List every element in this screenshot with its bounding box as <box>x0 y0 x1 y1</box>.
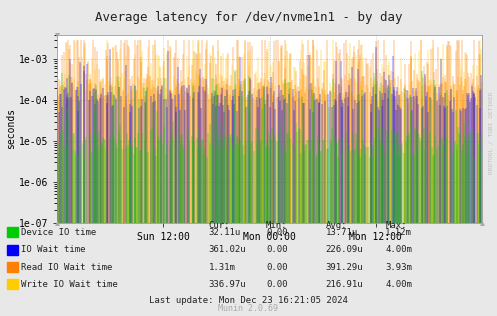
Text: RRDTOOL / TOBI OETIKER: RRDTOOL / TOBI OETIKER <box>489 91 494 174</box>
Text: 0.00: 0.00 <box>266 228 287 237</box>
Text: 13.71u: 13.71u <box>326 228 358 237</box>
Text: 0.00: 0.00 <box>266 245 287 254</box>
Text: IO Wait time: IO Wait time <box>21 245 85 254</box>
Text: 336.97u: 336.97u <box>209 280 247 289</box>
Text: 4.00m: 4.00m <box>385 280 412 289</box>
Text: Munin 2.0.69: Munin 2.0.69 <box>219 305 278 313</box>
Text: Last update: Mon Dec 23 16:21:05 2024: Last update: Mon Dec 23 16:21:05 2024 <box>149 296 348 305</box>
Text: Read IO Wait time: Read IO Wait time <box>21 263 112 271</box>
Text: Average latency for /dev/nvme1n1 - by day: Average latency for /dev/nvme1n1 - by da… <box>95 11 402 24</box>
Text: Avg:: Avg: <box>326 222 347 230</box>
Text: Device IO time: Device IO time <box>21 228 96 237</box>
Text: Min:: Min: <box>266 222 287 230</box>
Text: 391.29u: 391.29u <box>326 263 363 271</box>
Text: 0.00: 0.00 <box>266 280 287 289</box>
Text: 4.00m: 4.00m <box>385 245 412 254</box>
Y-axis label: seconds: seconds <box>6 108 16 149</box>
Text: 0.00: 0.00 <box>266 263 287 271</box>
Text: 226.09u: 226.09u <box>326 245 363 254</box>
Text: 216.91u: 216.91u <box>326 280 363 289</box>
Text: Max:: Max: <box>385 222 407 230</box>
Text: 1.12m: 1.12m <box>385 228 412 237</box>
Text: 3.93m: 3.93m <box>385 263 412 271</box>
Text: 32.11u: 32.11u <box>209 228 241 237</box>
Text: Write IO Wait time: Write IO Wait time <box>21 280 118 289</box>
Text: 361.02u: 361.02u <box>209 245 247 254</box>
Text: 1.31m: 1.31m <box>209 263 236 271</box>
Text: Cur:: Cur: <box>209 222 230 230</box>
